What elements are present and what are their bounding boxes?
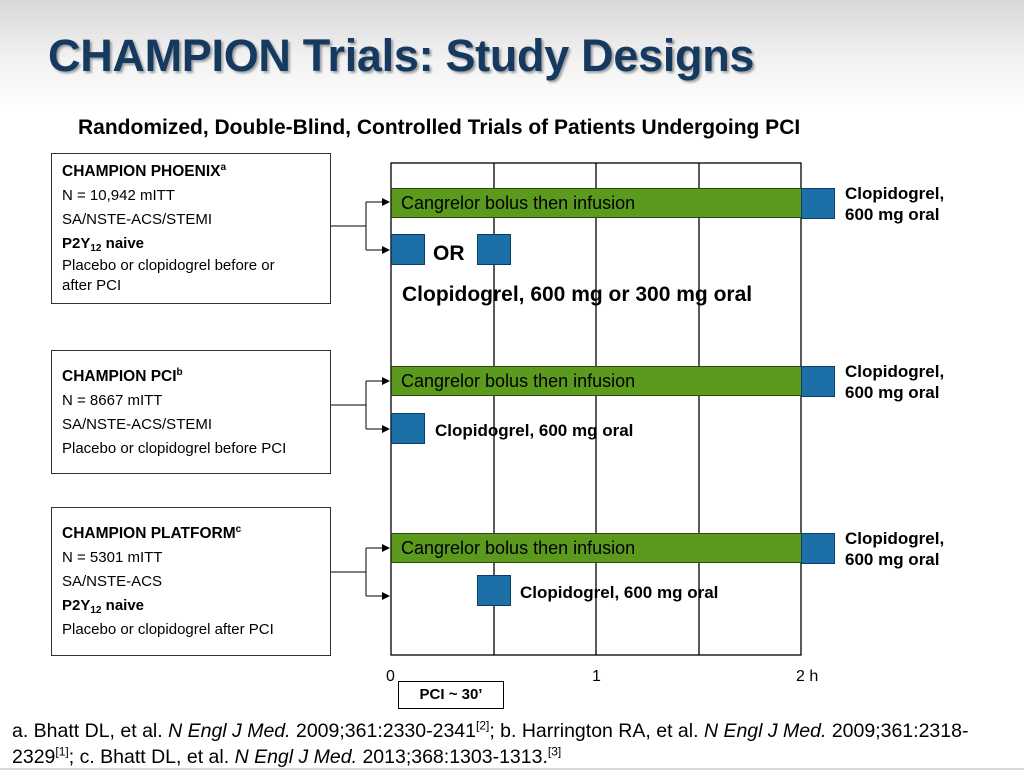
slide-subtitle: Randomized, Double-Blind, Controlled Tri… — [78, 116, 801, 139]
cangrelor-infusion-bar: Cangrelor bolus then infusion — [391, 533, 802, 563]
trial-comparator-cont: after PCI — [62, 277, 122, 294]
axis-tick-2h: 2 h — [796, 668, 819, 685]
trial-population: SA/NSTE-ACS/STEMI — [62, 211, 213, 228]
randomization-connector-platform — [331, 544, 390, 600]
trial-box-platform: CHAMPION PLATFORMc N = 5301 mITT SA/NSTE… — [51, 507, 331, 656]
trial-n: N = 5301 mITT — [62, 549, 163, 566]
randomization-connector-pci — [331, 377, 390, 433]
trial-comparator: Placebo or clopidogrel after PCI — [62, 621, 274, 638]
trial-p2y12: P2Y12 naive — [62, 235, 145, 254]
control-arm-label: Clopidogrel, 600 mg oral — [520, 583, 719, 602]
trial-name: CHAMPION PHOENIXa — [62, 162, 227, 181]
slide-title: CHAMPION Trials: Study Designs — [48, 30, 755, 81]
trial-box-pci: CHAMPION PCIb N = 8667 mITT SA/NSTE-ACS/… — [51, 350, 331, 474]
trial-n: N = 8667 mITT — [62, 392, 163, 409]
pci-duration-label: PCI ~ 30’ — [398, 681, 504, 709]
trial-comparator: Placebo or clopidogrel before or — [62, 257, 275, 274]
clopidogrel-post-infusion-box — [801, 533, 835, 564]
trial-box-phoenix: CHAMPION PHOENIXa N = 10,942 mITT SA/NST… — [51, 153, 331, 304]
clopidogrel-pre-pci-box — [391, 413, 425, 444]
cangrelor-infusion-bar: Cangrelor bolus then infusion — [391, 188, 802, 218]
trial-p2y12: P2Y12 naive — [62, 597, 145, 616]
post-infusion-clopidogrel-label: Clopidogrel, 600 mg oral — [845, 362, 945, 402]
or-label: OR — [433, 242, 465, 265]
axis-tick-1: 1 — [592, 668, 601, 685]
axis-tick-0: 0 — [386, 668, 395, 685]
trial-name: CHAMPION PLATFORMc — [62, 524, 242, 543]
clopidogrel-pre-pci-box — [391, 234, 425, 265]
trial-comparator: Placebo or clopidogrel before PCI — [62, 440, 287, 457]
trial-population: SA/NSTE-ACS — [62, 573, 163, 590]
control-arm-label: Clopidogrel, 600 mg oral — [435, 421, 634, 440]
clopidogrel-post-infusion-box — [801, 188, 835, 219]
trial-n: N = 10,942 mITT — [62, 187, 175, 204]
post-infusion-clopidogrel-label: Clopidogrel, 600 mg oral — [845, 184, 945, 224]
trial-population: SA/NSTE-ACS/STEMI — [62, 416, 213, 433]
trial-name: CHAMPION PCIb — [62, 367, 183, 386]
references: a. Bhatt DL, et al. N Engl J Med. 2009;3… — [12, 718, 969, 769]
control-arm-label: Clopidogrel, 600 mg or 300 mg oral — [402, 283, 753, 306]
randomization-connector-phoenix — [331, 198, 390, 254]
clopidogrel-post-pci-box — [477, 234, 511, 265]
post-infusion-clopidogrel-label: Clopidogrel, 600 mg oral — [845, 529, 945, 569]
clopidogrel-post-pci-box — [477, 575, 511, 606]
clopidogrel-post-infusion-box — [801, 366, 835, 397]
cangrelor-infusion-bar: Cangrelor bolus then infusion — [391, 366, 802, 396]
